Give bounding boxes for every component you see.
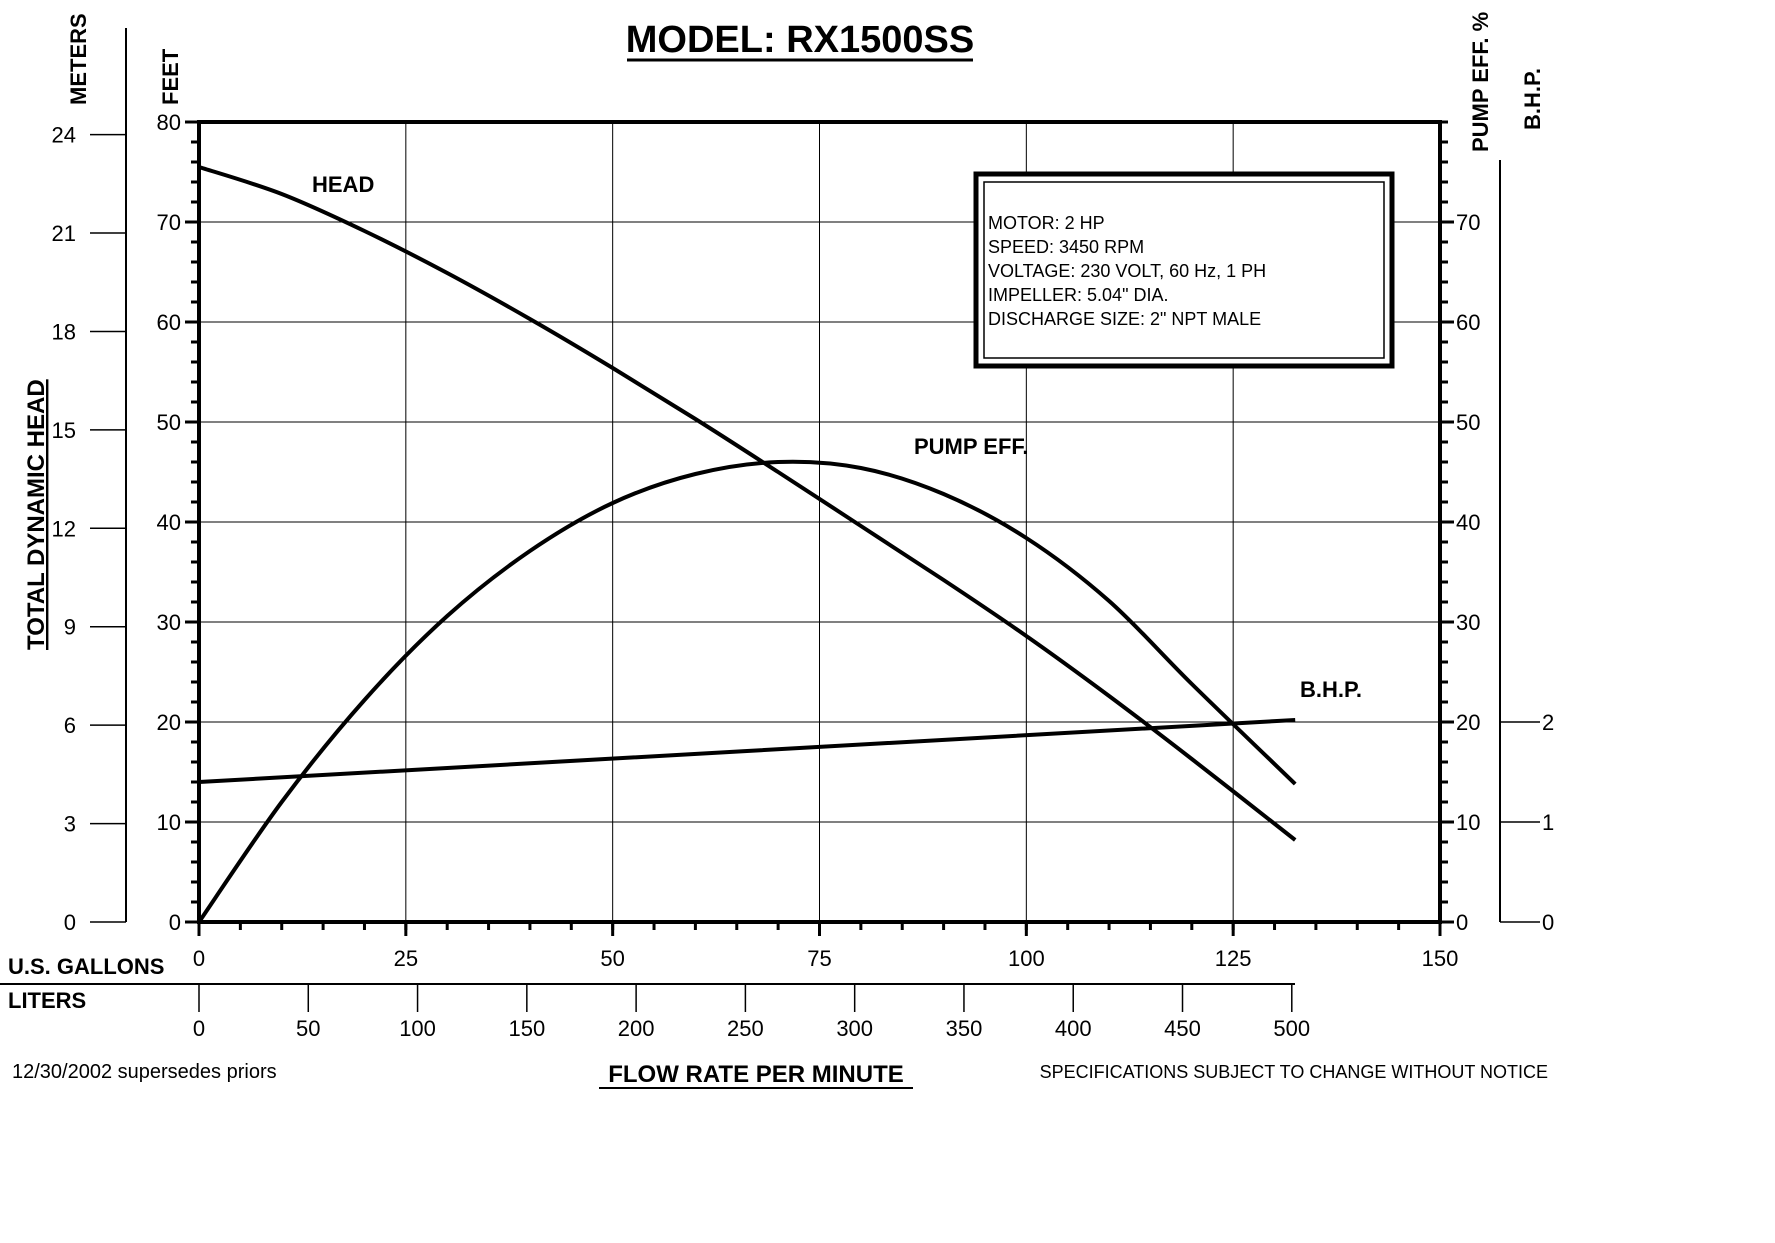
gallon-tick-label: 125 — [1215, 946, 1252, 971]
pump-eff-tick-label: 40 — [1456, 510, 1480, 535]
liter-tick-label: 100 — [399, 1016, 436, 1041]
total-dynamic-head-title: TOTAL DYNAMIC HEAD — [23, 379, 50, 650]
meters-tick-label: 18 — [52, 319, 76, 344]
meters-tick-label: 24 — [52, 123, 76, 148]
feet-tick-label: 40 — [157, 510, 181, 535]
meters-ticks: 0 3 6 9 12 15 18 21 24 — [52, 123, 126, 935]
pump-eff-tick-label: 50 — [1456, 410, 1480, 435]
revision-date: 12/30/2002 supersedes priors — [12, 1061, 277, 1083]
pump-eff-curve-label: PUMP EFF. — [914, 434, 1029, 459]
spec-motor: MOTOR: 2 HP — [988, 213, 1105, 233]
meters-axis-label: METERS — [66, 13, 91, 105]
spec-notice: SPECIFICATIONS SUBJECT TO CHANGE WITHOUT… — [1040, 1062, 1548, 1082]
pump-eff-curve — [197, 459, 1297, 924]
feet-tick-label: 10 — [157, 810, 181, 835]
gallon-tick-label: 25 — [394, 946, 418, 971]
feet-tick-label: 0 — [169, 910, 181, 935]
pump-eff-tick-label: 20 — [1456, 710, 1480, 735]
bhp-tick-label: 2 — [1542, 710, 1554, 735]
gallon-tick-label: 0 — [193, 946, 205, 971]
feet-tick-label: 80 — [157, 110, 181, 135]
pump-eff-ticks: 0 10 20 30 40 50 60 70 — [1440, 210, 1480, 935]
meters-tick-label: 6 — [64, 713, 76, 738]
gallon-tick-label: 50 — [600, 946, 624, 971]
curves — [197, 165, 1297, 924]
bhp-ticks: 0 1 2 — [1500, 710, 1554, 935]
spec-box: MOTOR: 2 HP SPEED: 3450 RPM VOLTAGE: 230… — [973, 171, 1395, 369]
pump-eff-tick-label: 30 — [1456, 610, 1480, 635]
feet-tick-label: 50 — [157, 410, 181, 435]
liter-ticks: 0 50 100 150 200 250 300 350 400 450 500 — [193, 984, 1310, 1041]
gallon-tick-label: 150 — [1422, 946, 1459, 971]
liter-tick-label: 150 — [508, 1016, 545, 1041]
feet-axis-label: FEET — [158, 48, 183, 105]
bhp-axis-label: B.H.P. — [1520, 68, 1545, 130]
feet-ticks: 0 10 20 30 40 50 60 70 80 — [157, 110, 199, 935]
meters-tick-label: 3 — [64, 812, 76, 837]
head-curve — [198, 165, 1297, 842]
liter-tick-label: 0 — [193, 1016, 205, 1041]
feet-tick-label: 20 — [157, 710, 181, 735]
gallon-ticks: 0 25 50 75 100 125 150 — [193, 922, 1458, 971]
gallon-tick-label: 100 — [1008, 946, 1045, 971]
bhp-tick-label: 1 — [1542, 810, 1554, 835]
spec-voltage: VOLTAGE: 230 VOLT, 60 Hz, 1 PH — [988, 261, 1266, 281]
flow-rate-title: FLOW RATE PER MINUTE — [608, 1061, 904, 1088]
meters-tick-label: 21 — [52, 221, 76, 246]
meters-tick-label: 15 — [52, 418, 76, 443]
liter-tick-label: 50 — [296, 1016, 320, 1041]
meters-tick-label: 12 — [52, 516, 76, 541]
pump-eff-tick-label: 10 — [1456, 810, 1480, 835]
feet-tick-label: 70 — [157, 210, 181, 235]
meters-tick-label: 9 — [64, 615, 76, 640]
meters-tick-label: 0 — [64, 910, 76, 935]
liter-tick-label: 350 — [946, 1016, 983, 1041]
liter-tick-label: 400 — [1055, 1016, 1092, 1041]
bhp-curve — [198, 718, 1296, 784]
spec-discharge: DISCHARGE SIZE: 2" NPT MALE — [988, 309, 1261, 329]
liter-tick-label: 450 — [1164, 1016, 1201, 1041]
liter-tick-label: 300 — [836, 1016, 873, 1041]
chart-title: MODEL: RX1500SS — [626, 19, 974, 61]
gallons-axis-label: U.S. GALLONS — [8, 954, 164, 979]
spec-impeller: IMPELLER: 5.04" DIA. — [988, 285, 1168, 305]
head-curve-label: HEAD — [312, 172, 374, 197]
pump-eff-tick-label: 0 — [1456, 910, 1468, 935]
liter-tick-label: 500 — [1273, 1016, 1310, 1041]
pump-eff-axis-label: PUMP EFF. % — [1468, 12, 1493, 152]
pump-eff-tick-label: 70 — [1456, 210, 1480, 235]
liters-axis-label: LITERS — [8, 988, 86, 1013]
gallon-tick-label: 75 — [807, 946, 831, 971]
feet-tick-label: 30 — [157, 610, 181, 635]
pump-eff-tick-label: 60 — [1456, 310, 1480, 335]
spec-speed: SPEED: 3450 RPM — [988, 237, 1144, 257]
bhp-tick-label: 0 — [1542, 910, 1554, 935]
feet-tick-label: 60 — [157, 310, 181, 335]
liter-tick-label: 200 — [618, 1016, 655, 1041]
liter-tick-label: 250 — [727, 1016, 764, 1041]
bhp-curve-label: B.H.P. — [1300, 677, 1362, 702]
